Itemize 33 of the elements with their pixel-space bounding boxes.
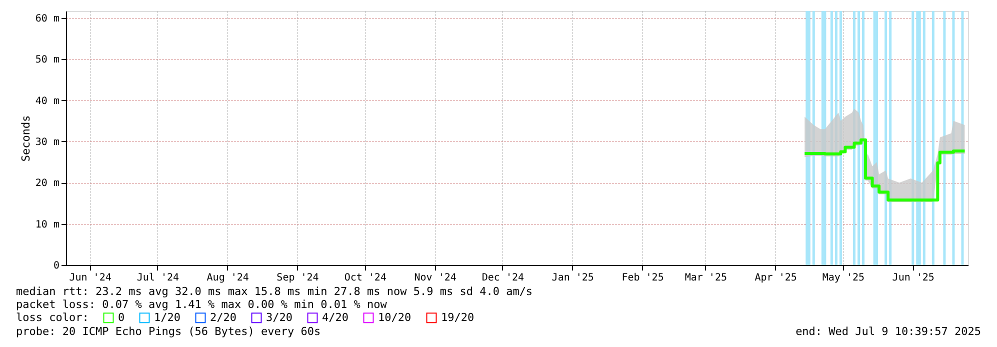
y-tick-label: 30 m — [35, 137, 60, 148]
legend-label: 2/20 — [210, 310, 236, 324]
legend-label: 1/20 — [154, 310, 180, 324]
y-tick-label: 0 — [53, 260, 60, 272]
legend-label: 3/20 — [266, 310, 292, 324]
y-tick-label: 60 m — [35, 14, 60, 24]
text: median rtt: 23.2 ms avg 32.0 ms max 15.8 ms min 27.8 ms now 5.9 ms sd 4.0 am/s — [16, 285, 533, 298]
x-tick-label: Apr '25 — [754, 272, 797, 284]
text: probe: 20 ICMP Echo Pings (56 Bytes) every 60s — [16, 325, 321, 338]
x-tick-label: Oct '24 — [344, 272, 386, 284]
x-tick-label: Jun '24 — [69, 272, 112, 284]
legend-label: 4/20 — [322, 310, 348, 324]
legend-label: 10/20 — [378, 310, 412, 324]
legend-label: 19/20 — [441, 310, 474, 324]
y-tick-label: 20 m — [35, 178, 60, 190]
x-tick-label: Mar '25 — [684, 272, 727, 284]
x-tick-label: Nov '24 — [414, 272, 456, 284]
text: packet loss: 0.07 % avg 1.41 % max 0.00 % min 0.01 % now — [16, 298, 388, 311]
x-tick-label: Jul '24 — [136, 272, 180, 284]
legend-title: loss color: — [16, 311, 89, 324]
x-tick-label: Aug '24 — [206, 272, 249, 284]
text: end: Wed Jul 9 10:39:57 2025 — [796, 325, 981, 338]
y-tick-label: 40 m — [35, 96, 60, 107]
x-tick-label: May '25 — [822, 272, 865, 284]
x-tick-label: Sep '24 — [276, 272, 319, 284]
y-tick-label: 50 m — [35, 54, 60, 66]
x-tick-label: Jun '25 — [892, 272, 934, 284]
y-axis-title: Seconds — [19, 115, 32, 162]
x-tick-label: Jan '25 — [552, 272, 594, 284]
y-tick-label: 10 m — [35, 219, 60, 230]
legend-label: 0 — [118, 310, 125, 324]
x-tick-label: Feb '25 — [622, 272, 664, 284]
x-tick-label: Dec '24 — [482, 272, 524, 284]
